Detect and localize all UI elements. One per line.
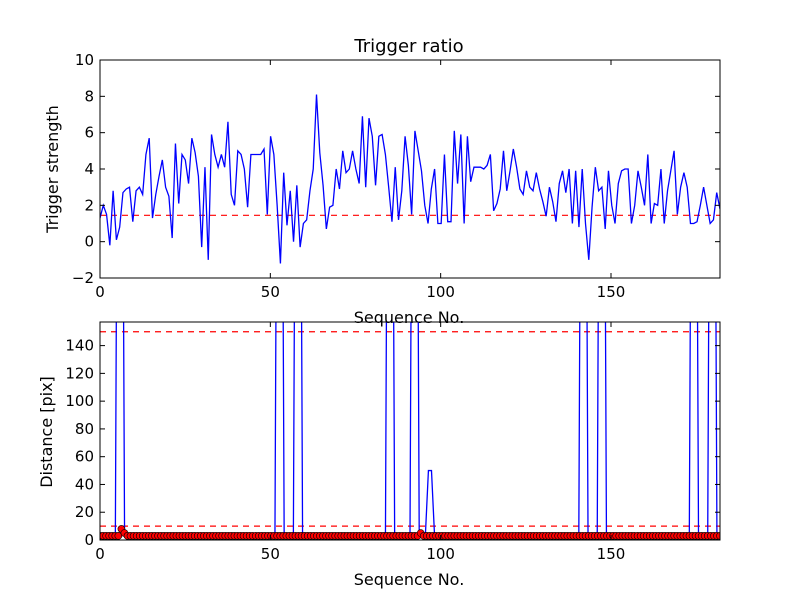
top-y-tick-label: 2 [84,196,94,214]
bottom-axes-frame [99,321,721,541]
y-axis-label-bottom: Distance [pix] [37,376,56,488]
x-axis-label-bottom: Sequence No. [354,570,465,589]
y-axis-label-top: Trigger strength [43,105,62,234]
chart-title: Trigger ratio [353,36,463,57]
x-axis-label-top: Sequence No. [354,308,465,327]
bottom-markers [100,525,720,540]
bottom-y-tick-label: 20 [75,503,94,521]
bottom-plot-area: 0 50 100 150 0 20 40 60 80 100 120 140 [65,321,721,563]
top-clipped-content [100,94,720,264]
top-y-tick-label: 4 [84,160,94,178]
bottom-y-tick-label: 80 [75,420,94,438]
trigger-ratio-panel: Trigger ratio Sequence No. Trigger stren… [43,36,721,327]
top-y-tick-label: 8 [84,87,94,105]
bottom-data-point [716,532,720,540]
bottom-x-tick-label: 100 [426,545,455,563]
distance-panel: Sequence No. Distance [pix] 0 50 100 150 0 20… [37,321,721,589]
top-y-tick-label: −2 [72,269,94,287]
top-y-tick-label: 10 [75,51,94,69]
bottom-x-tick-label: 0 [95,545,105,563]
bottom-y-tick-label: 40 [75,475,94,493]
bottom-y-tick-label: 100 [65,392,94,410]
bottom-clipped-content [100,322,720,540]
top-y-tick-label: 0 [84,233,94,251]
bottom-x-tick-label: 150 [597,545,626,563]
bottom-y-tick-label: 0 [84,531,94,549]
top-x-tick-label: 50 [261,283,280,301]
bottom-y-tick-label: 120 [65,364,94,382]
bottom-series-line-0 [100,322,720,537]
top-series-line-0 [100,94,720,264]
bottom-data-point [114,532,123,540]
bottom-x-tick-label: 50 [261,545,280,563]
top-x-tick-label: 0 [95,283,105,301]
bottom-y-tick-label: 140 [65,337,94,355]
top-x-tick-label: 150 [597,283,626,301]
bottom-y-tick-label: 60 [75,448,94,466]
top-y-tick-label: 6 [84,124,94,142]
top-x-tick-label: 100 [426,283,455,301]
